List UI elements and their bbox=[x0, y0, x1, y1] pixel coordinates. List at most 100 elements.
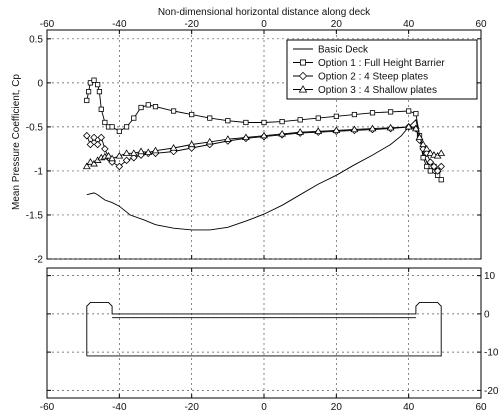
data-point bbox=[333, 113, 339, 119]
data-point bbox=[426, 158, 435, 166]
data-point bbox=[261, 119, 267, 126]
chart-title: Non-dimensional horizontal distance alon… bbox=[158, 7, 371, 18]
data-point bbox=[115, 162, 124, 171]
series-line bbox=[86, 301, 442, 357]
data-point bbox=[116, 128, 122, 134]
data-point bbox=[109, 124, 115, 130]
data-point bbox=[368, 124, 377, 132]
data-point bbox=[170, 108, 177, 114]
data-point bbox=[138, 104, 144, 111]
data-point bbox=[90, 133, 98, 142]
y-tick-label: -0.5 bbox=[26, 122, 44, 133]
bottom-y-tick-labels: 10 0 -10 -20 bbox=[484, 271, 498, 397]
data-point bbox=[387, 109, 394, 115]
data-point bbox=[411, 124, 420, 132]
x-tick-label: -20 bbox=[184, 19, 199, 30]
legend-label: Basic Deck bbox=[318, 45, 369, 56]
legend-marker bbox=[299, 59, 306, 66]
data-point bbox=[130, 153, 138, 162]
data-point bbox=[242, 133, 250, 141]
data-point bbox=[98, 106, 104, 112]
data-point bbox=[350, 125, 359, 133]
data-point bbox=[297, 117, 303, 123]
y-tick-label: -1 bbox=[34, 166, 43, 177]
legend-marker bbox=[298, 85, 308, 93]
bottom-series-group bbox=[86, 301, 442, 357]
data-point bbox=[315, 115, 321, 121]
data-point bbox=[137, 147, 145, 155]
top-series-group bbox=[82, 77, 446, 231]
y-tick-label: -10 bbox=[484, 348, 498, 359]
y-tick-label: 0.5 bbox=[29, 34, 43, 45]
x-tick-label: -40 bbox=[112, 19, 127, 30]
data-point bbox=[332, 126, 341, 134]
x-tick-label: 0 bbox=[261, 402, 267, 413]
top-y-tick-labels: 0.5 0 -0.5 -1 -1.5 -2 bbox=[26, 34, 44, 265]
data-point bbox=[85, 89, 92, 95]
top-x-tick-labels: -60 -40 -20 0 20 40 60 bbox=[40, 19, 487, 30]
data-point bbox=[420, 155, 426, 161]
series-option-1-full-height-barrier bbox=[84, 77, 444, 183]
data-point bbox=[314, 127, 323, 134]
data-point bbox=[296, 128, 305, 135]
data-point bbox=[102, 119, 108, 126]
data-point bbox=[93, 140, 102, 149]
data-point bbox=[90, 159, 98, 167]
legend-label: Option 2 : 4 Steep plates bbox=[318, 72, 428, 83]
x-tick-label: -40 bbox=[112, 402, 127, 413]
x-tick-label: 0 bbox=[261, 19, 267, 30]
data-point bbox=[84, 97, 90, 104]
x-tick-label: 40 bbox=[403, 19, 415, 30]
data-point bbox=[122, 149, 131, 156]
data-point bbox=[430, 162, 438, 171]
data-point bbox=[369, 110, 376, 116]
x-tick-label: 20 bbox=[331, 19, 343, 30]
x-tick-label: -20 bbox=[184, 402, 199, 413]
data-point bbox=[223, 135, 232, 142]
legend-marker bbox=[298, 71, 308, 81]
data-point bbox=[82, 162, 91, 170]
y-tick-label: -20 bbox=[484, 386, 498, 397]
data-point bbox=[151, 146, 160, 154]
data-point bbox=[279, 119, 285, 125]
x-tick-label: -60 bbox=[40, 402, 55, 413]
data-point bbox=[83, 131, 91, 140]
data-point bbox=[278, 129, 286, 137]
data-point bbox=[424, 163, 430, 170]
data-point bbox=[152, 104, 159, 110]
y-tick-label: -1.5 bbox=[26, 210, 44, 221]
data-point bbox=[386, 123, 395, 131]
data-point bbox=[91, 77, 97, 83]
x-tick-label: 20 bbox=[331, 402, 343, 413]
y-tick-label: 0 bbox=[37, 78, 43, 89]
legend-entries: Basic Deck Option 1 : Full Height Barrier… bbox=[293, 45, 445, 96]
data-point bbox=[122, 156, 131, 165]
series-outline-0 bbox=[86, 301, 442, 357]
data-point bbox=[123, 124, 130, 130]
data-point bbox=[415, 133, 424, 141]
series-option-3-4-shallow-plates bbox=[82, 122, 446, 170]
data-point bbox=[144, 148, 153, 156]
data-point bbox=[115, 151, 124, 159]
legend-entry: Option 3 : 4 Shallow plates bbox=[293, 85, 437, 96]
data-point bbox=[86, 158, 95, 165]
x-tick-label: -60 bbox=[40, 19, 55, 30]
data-point bbox=[131, 115, 137, 121]
legend-entry: Option 2 : 4 Steep plates bbox=[293, 72, 428, 83]
bottom-plot: -60 -40 -20 0 20 40 60 10 0 -10 -20 bbox=[40, 267, 498, 413]
data-point bbox=[406, 108, 412, 114]
legend: Basic Deck Option 1 : Full Height Barrier… bbox=[286, 39, 478, 100]
data-point bbox=[96, 89, 103, 95]
data-point bbox=[145, 102, 151, 108]
data-point bbox=[351, 111, 358, 118]
data-point bbox=[189, 111, 195, 118]
legend-label: Option 1 : Full Height Barrier bbox=[318, 58, 445, 69]
data-point bbox=[108, 154, 117, 162]
data-point bbox=[438, 177, 444, 183]
bottom-x-tick-labels: -60 -40 -20 0 20 40 60 bbox=[40, 402, 487, 413]
data-point bbox=[129, 149, 138, 156]
legend-entry: Basic Deck bbox=[293, 45, 369, 56]
data-point bbox=[413, 111, 419, 117]
data-point bbox=[86, 140, 95, 149]
